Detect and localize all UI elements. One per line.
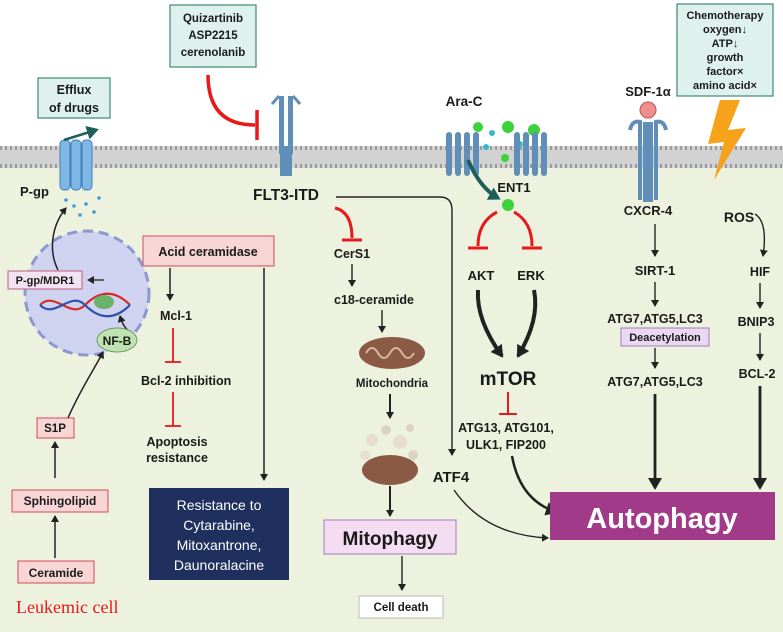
flt3-to-atf4-line — [336, 196, 456, 456]
cell-membrane — [0, 146, 783, 168]
acid-ceramidase-box: Acid ceramidase — [142, 235, 275, 267]
stress-label-4: growth — [707, 52, 744, 64]
pgp-mdr1-label: P-gp/MDR1 — [16, 275, 75, 287]
flt3-inhibits-cers1 — [334, 206, 354, 239]
atg-top-label: ATG7,ATG5,LC3 — [607, 312, 702, 326]
akt-to-mtor-arrow — [475, 289, 504, 358]
cers1-label: CerS1 — [334, 247, 370, 261]
mitochondria-icon — [359, 337, 425, 369]
ceramide-label: Ceramide — [29, 566, 84, 580]
cxcr4-receptor — [628, 119, 668, 202]
hif-label: HIF — [750, 265, 771, 279]
pgp-label: P-gp — [20, 184, 49, 199]
atg-complex-to-autophagy-arrow — [510, 455, 558, 516]
inhibitor-label-1: Quizartinib — [183, 13, 243, 25]
bcl2-inhibition-label: Bcl-2 inhibition — [141, 374, 231, 388]
lightning-bolt-icon — [708, 100, 746, 180]
sirt1-label: SIRT-1 — [635, 263, 675, 278]
pgp-mdr1-box: P-gp/MDR1 — [7, 270, 83, 290]
inhibitor-to-flt3-inhibition — [206, 74, 256, 127]
inhibitor-label-3: cerenolanib — [181, 47, 246, 59]
efflux-label-1: Efflux — [57, 83, 92, 97]
deacetylation-label: Deacetylation — [629, 332, 701, 344]
autophagy-label: Autophagy — [586, 503, 737, 535]
nucleus-to-pgp-arrow — [51, 207, 67, 271]
sdf1-ligand — [639, 101, 657, 119]
flt3-label: FLT3-ITD — [253, 187, 319, 204]
nucleus — [23, 229, 151, 357]
ros-label: ROS — [724, 209, 754, 225]
resistance-box: Resistance to Cytarabine, Mitoxantrone, … — [149, 488, 289, 580]
cxcr4-label: CXCR-4 — [624, 203, 673, 218]
akt-label: AKT — [468, 268, 495, 283]
bnip3-label: BNIP3 — [738, 315, 775, 329]
apoptosis-label-2: resistance — [146, 451, 208, 465]
damaged-mitochondria-icon — [360, 424, 418, 485]
cell-death-label: Cell death — [374, 602, 429, 614]
inhibitor-label-2: ASP2215 — [188, 30, 238, 42]
s1p-box: S1P — [36, 417, 75, 439]
ent1-transporter — [446, 132, 547, 200]
stress-label-3: ATP↓ — [712, 38, 739, 50]
sphingolipid-box: Sphingolipid — [11, 489, 109, 513]
cell-death-box: Cell death — [358, 595, 444, 619]
nfb-node: NF-B — [96, 327, 138, 353]
resistance-label-4: Daunoralacine — [174, 557, 264, 573]
resistance-label-1: Resistance to — [177, 497, 262, 513]
ros-to-hif-arrow — [754, 213, 768, 257]
erk-label: ERK — [517, 268, 545, 283]
efflux-label-2: of drugs — [49, 101, 99, 115]
pgp-transporter — [59, 126, 101, 217]
inhibitor-drugs-box: Quizartinib ASP2215 cerenolanib — [169, 4, 257, 68]
mcl1-label: Mcl-1 — [160, 309, 192, 323]
arac-molecules — [473, 121, 540, 162]
mitophagy-box: Mitophagy — [323, 519, 457, 555]
stress-label-6: amino acid× — [693, 80, 757, 92]
stress-box: Chemotherapy oxygen↓ ATP↓ growth factor×… — [676, 3, 774, 97]
mitochondria-label: Mitochondria — [356, 378, 429, 390]
bcl2-label: BCL-2 — [739, 367, 776, 381]
mitophagy-label: Mitophagy — [343, 529, 438, 550]
nfb-label: NF-B — [103, 334, 132, 348]
s1p-to-nfb-arrow — [67, 351, 104, 419]
ent1-inhibits-erk — [513, 210, 534, 247]
sdf1-label: SDF-1α — [625, 84, 671, 99]
c18-ceramide-label: c18-ceramide — [334, 293, 414, 307]
apoptosis-label-1: Apoptosis — [146, 435, 207, 449]
autophagy-box: Autophagy — [550, 492, 775, 540]
atg-complex-label-2: ULK1, FIP200 — [466, 438, 546, 452]
flt3-receptor — [270, 95, 302, 176]
atf4-to-autophagy-arrow — [453, 489, 549, 542]
erk-to-mtor-arrow — [516, 289, 538, 358]
efflux-box: Efflux of drugs — [37, 77, 111, 119]
mtor-label: mTOR — [480, 369, 537, 390]
cell-cytoplasm — [0, 162, 783, 632]
stress-label-1: Chemotherapy — [686, 10, 764, 22]
ent1-inhibits-akt — [476, 210, 498, 247]
s1p-label: S1P — [44, 423, 66, 435]
acid-ceramidase-label: Acid ceramidase — [158, 245, 257, 259]
atg-complex-label-1: ATG13, ATG101, — [458, 421, 554, 435]
ent1-label: ENT1 — [497, 180, 530, 195]
ceramide-box: Ceramide — [17, 560, 95, 584]
atg-bottom-label: ATG7,ATG5,LC3 — [607, 375, 702, 389]
arac-label: Ara-C — [446, 94, 483, 109]
resistance-label-3: Mitoxantrone, — [177, 537, 262, 553]
stress-label-5: factor× — [707, 66, 744, 78]
sphingolipid-label: Sphingolipid — [24, 494, 97, 508]
resistance-label-2: Cytarabine, — [183, 517, 255, 533]
leukemic-cell-label: Leukemic cell — [16, 597, 118, 617]
arac-intracellular — [502, 199, 514, 211]
atf4-label: ATF4 — [433, 469, 470, 486]
stress-label-2: oxygen↓ — [703, 24, 747, 36]
deacetylation-box: Deacetylation — [620, 327, 710, 347]
